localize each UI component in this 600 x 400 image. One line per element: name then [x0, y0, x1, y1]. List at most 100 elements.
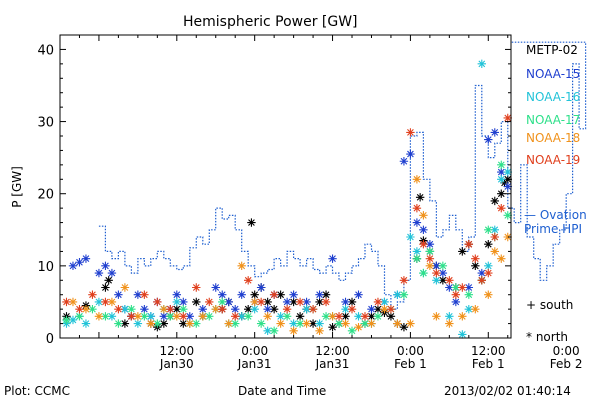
data-point	[458, 283, 467, 292]
data-point	[354, 290, 363, 299]
data-point	[218, 304, 227, 314]
south-symbol: +	[526, 298, 537, 312]
data-point	[399, 322, 409, 332]
y-tick-label: 0	[46, 332, 54, 347]
south-label: south	[539, 298, 574, 312]
data-point	[490, 196, 499, 206]
series-noaa-19	[62, 113, 512, 321]
ovation-prime-hpi-line	[98, 41, 587, 310]
data-point	[412, 203, 422, 213]
data-point	[341, 319, 350, 328]
chart-title: Hemispheric Power [GW]	[183, 14, 358, 30]
data-point	[354, 322, 363, 332]
data-point	[367, 312, 376, 321]
data-point	[438, 276, 448, 285]
data-point	[471, 261, 480, 271]
data-point	[224, 319, 233, 328]
data-point	[432, 312, 441, 321]
data-point	[140, 312, 149, 321]
data-point	[477, 268, 486, 278]
data-point	[179, 304, 188, 314]
y-tick-label: 10	[37, 260, 54, 275]
data-point	[451, 283, 461, 292]
data-point	[211, 304, 220, 314]
marker-legend-north: * north	[526, 330, 568, 344]
data-point	[211, 283, 220, 292]
x-date-label: Jan31	[315, 357, 350, 371]
data-point	[172, 312, 182, 321]
data-point	[166, 304, 175, 314]
data-point	[503, 182, 512, 191]
data-point	[308, 319, 318, 328]
data-point	[218, 290, 227, 299]
data-point	[380, 297, 389, 307]
y-tick-label: 20	[37, 188, 54, 203]
data-point	[231, 319, 240, 328]
data-point	[497, 203, 506, 213]
data-point	[321, 312, 331, 321]
data-point	[445, 319, 454, 328]
data-point	[172, 304, 182, 314]
data-point	[231, 304, 240, 314]
data-point	[159, 304, 169, 314]
data-point	[81, 254, 91, 263]
data-point	[218, 297, 227, 307]
data-point	[315, 290, 324, 299]
data-point	[263, 312, 272, 321]
data-point	[406, 319, 415, 328]
data-point	[412, 254, 422, 263]
data-point	[114, 304, 123, 314]
data-point	[107, 268, 117, 278]
data-point	[360, 319, 370, 328]
series-noaa-15	[68, 128, 512, 321]
data-point	[159, 319, 169, 328]
data-point	[477, 59, 486, 69]
data-point	[484, 268, 493, 278]
legend-entry-ovation: — Ovation Prime HPI	[524, 208, 587, 236]
data-point	[243, 304, 253, 314]
data-point	[341, 312, 350, 321]
x-date-label: Feb 1	[394, 357, 427, 371]
data-point	[269, 304, 279, 314]
x-axis-label: Date and Time	[238, 384, 327, 398]
legend-entry-noaa-19: NOAA-19	[526, 153, 581, 167]
north-label: north	[535, 330, 569, 344]
x-tick-label: 0:00	[241, 344, 268, 358]
data-point	[419, 211, 428, 220]
data-point	[412, 218, 422, 227]
data-point	[425, 254, 435, 263]
x-date-label: Feb 2	[550, 357, 583, 371]
data-point	[503, 113, 512, 123]
plot-frame	[59, 34, 512, 339]
data-point	[425, 240, 435, 249]
data-point	[406, 128, 415, 137]
data-point	[263, 297, 272, 307]
data-point	[172, 297, 182, 307]
y-tick-label: 40	[37, 43, 54, 58]
data-point	[250, 304, 259, 314]
data-point	[114, 290, 123, 299]
data-point	[393, 319, 402, 328]
data-point	[159, 312, 169, 321]
data-point	[464, 283, 474, 292]
data-point	[393, 290, 402, 299]
data-point	[62, 315, 71, 325]
data-point	[315, 319, 324, 328]
data-point	[224, 297, 233, 307]
data-point	[127, 312, 136, 321]
data-point	[237, 261, 246, 271]
data-point	[153, 319, 162, 328]
data-point	[282, 312, 292, 321]
data-point	[198, 312, 207, 321]
data-point	[247, 218, 256, 227]
data-point	[354, 312, 363, 321]
data-point	[432, 268, 441, 278]
data-point	[341, 297, 350, 307]
data-point	[172, 290, 182, 299]
data-point	[302, 297, 311, 307]
data-point	[399, 276, 409, 285]
data-point	[367, 304, 376, 314]
data-point	[373, 304, 383, 314]
data-point	[104, 276, 113, 285]
data-point	[490, 247, 499, 256]
